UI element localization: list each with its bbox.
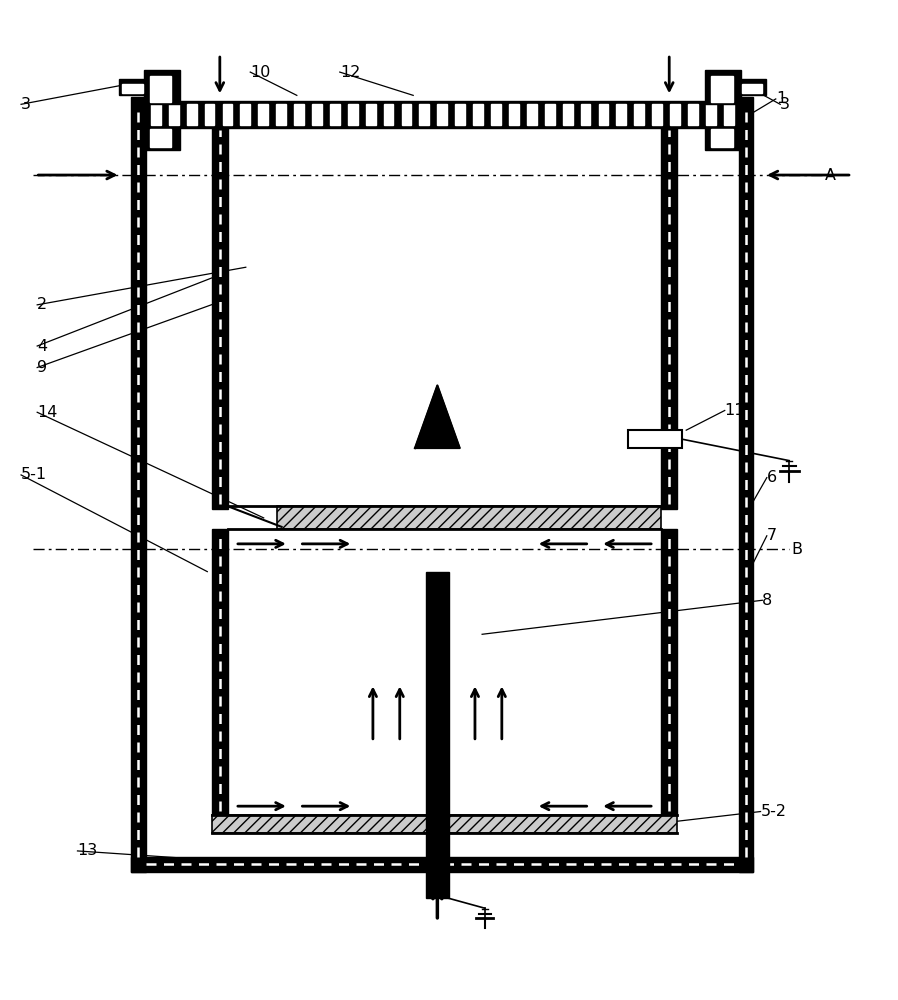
Polygon shape — [415, 385, 460, 448]
Bar — [509, 104, 519, 125]
Bar — [383, 104, 393, 125]
Bar — [545, 104, 555, 125]
Text: 8: 8 — [762, 593, 772, 608]
Bar — [628, 430, 682, 448]
Bar — [419, 104, 429, 125]
Bar — [312, 104, 321, 125]
Bar — [277, 104, 286, 125]
Bar — [437, 104, 447, 125]
Text: 3: 3 — [780, 97, 790, 112]
Bar — [491, 104, 501, 125]
Text: 10: 10 — [251, 65, 270, 80]
Bar — [212, 128, 228, 509]
Bar — [150, 129, 172, 147]
Text: 1: 1 — [776, 91, 786, 106]
Text: 9: 9 — [37, 360, 48, 375]
Bar — [724, 104, 734, 125]
Bar — [365, 104, 375, 125]
Bar — [661, 529, 677, 815]
Bar — [187, 104, 197, 125]
Text: 2: 2 — [37, 297, 48, 312]
Bar — [295, 104, 304, 125]
Text: 14: 14 — [37, 405, 57, 420]
Bar — [145, 101, 739, 128]
Bar — [144, 127, 180, 150]
Bar — [169, 104, 179, 125]
Bar — [711, 76, 733, 102]
Bar — [426, 572, 449, 898]
Text: 3: 3 — [21, 97, 31, 112]
Bar — [670, 104, 680, 125]
Bar — [742, 84, 762, 93]
Bar — [616, 104, 626, 125]
Bar — [144, 70, 180, 104]
Bar — [212, 529, 228, 815]
Text: 5-2: 5-2 — [761, 804, 787, 819]
Bar — [259, 104, 269, 125]
Bar — [705, 70, 741, 104]
Bar — [401, 104, 411, 125]
Bar — [688, 104, 698, 125]
Text: 13: 13 — [77, 843, 98, 858]
Text: 6: 6 — [767, 470, 777, 485]
Bar — [131, 97, 145, 872]
Bar — [706, 104, 716, 125]
Bar — [661, 128, 677, 509]
Text: 12: 12 — [339, 65, 360, 80]
Bar — [705, 127, 741, 150]
Bar — [150, 76, 172, 102]
Bar — [348, 104, 357, 125]
Text: 7: 7 — [767, 528, 777, 543]
Bar — [241, 104, 251, 125]
Bar — [473, 104, 483, 125]
Bar — [581, 104, 591, 125]
Bar — [652, 104, 662, 125]
Bar — [119, 79, 144, 95]
Bar — [563, 104, 573, 125]
Bar — [741, 79, 766, 95]
Text: A: A — [825, 168, 836, 183]
Text: 5-1: 5-1 — [21, 467, 48, 482]
Bar — [151, 104, 161, 125]
Bar — [223, 104, 233, 125]
Text: 4: 4 — [37, 339, 48, 354]
Bar — [131, 857, 753, 872]
Bar — [598, 104, 608, 125]
Bar — [205, 104, 215, 125]
Text: 11: 11 — [725, 403, 745, 418]
Bar — [277, 506, 661, 529]
Bar — [330, 104, 339, 125]
Bar — [455, 104, 465, 125]
Bar — [739, 97, 753, 872]
Bar — [711, 129, 733, 147]
Bar — [122, 84, 143, 93]
Text: B: B — [791, 542, 802, 557]
Bar — [527, 104, 537, 125]
Bar — [212, 815, 677, 833]
Bar — [634, 104, 644, 125]
